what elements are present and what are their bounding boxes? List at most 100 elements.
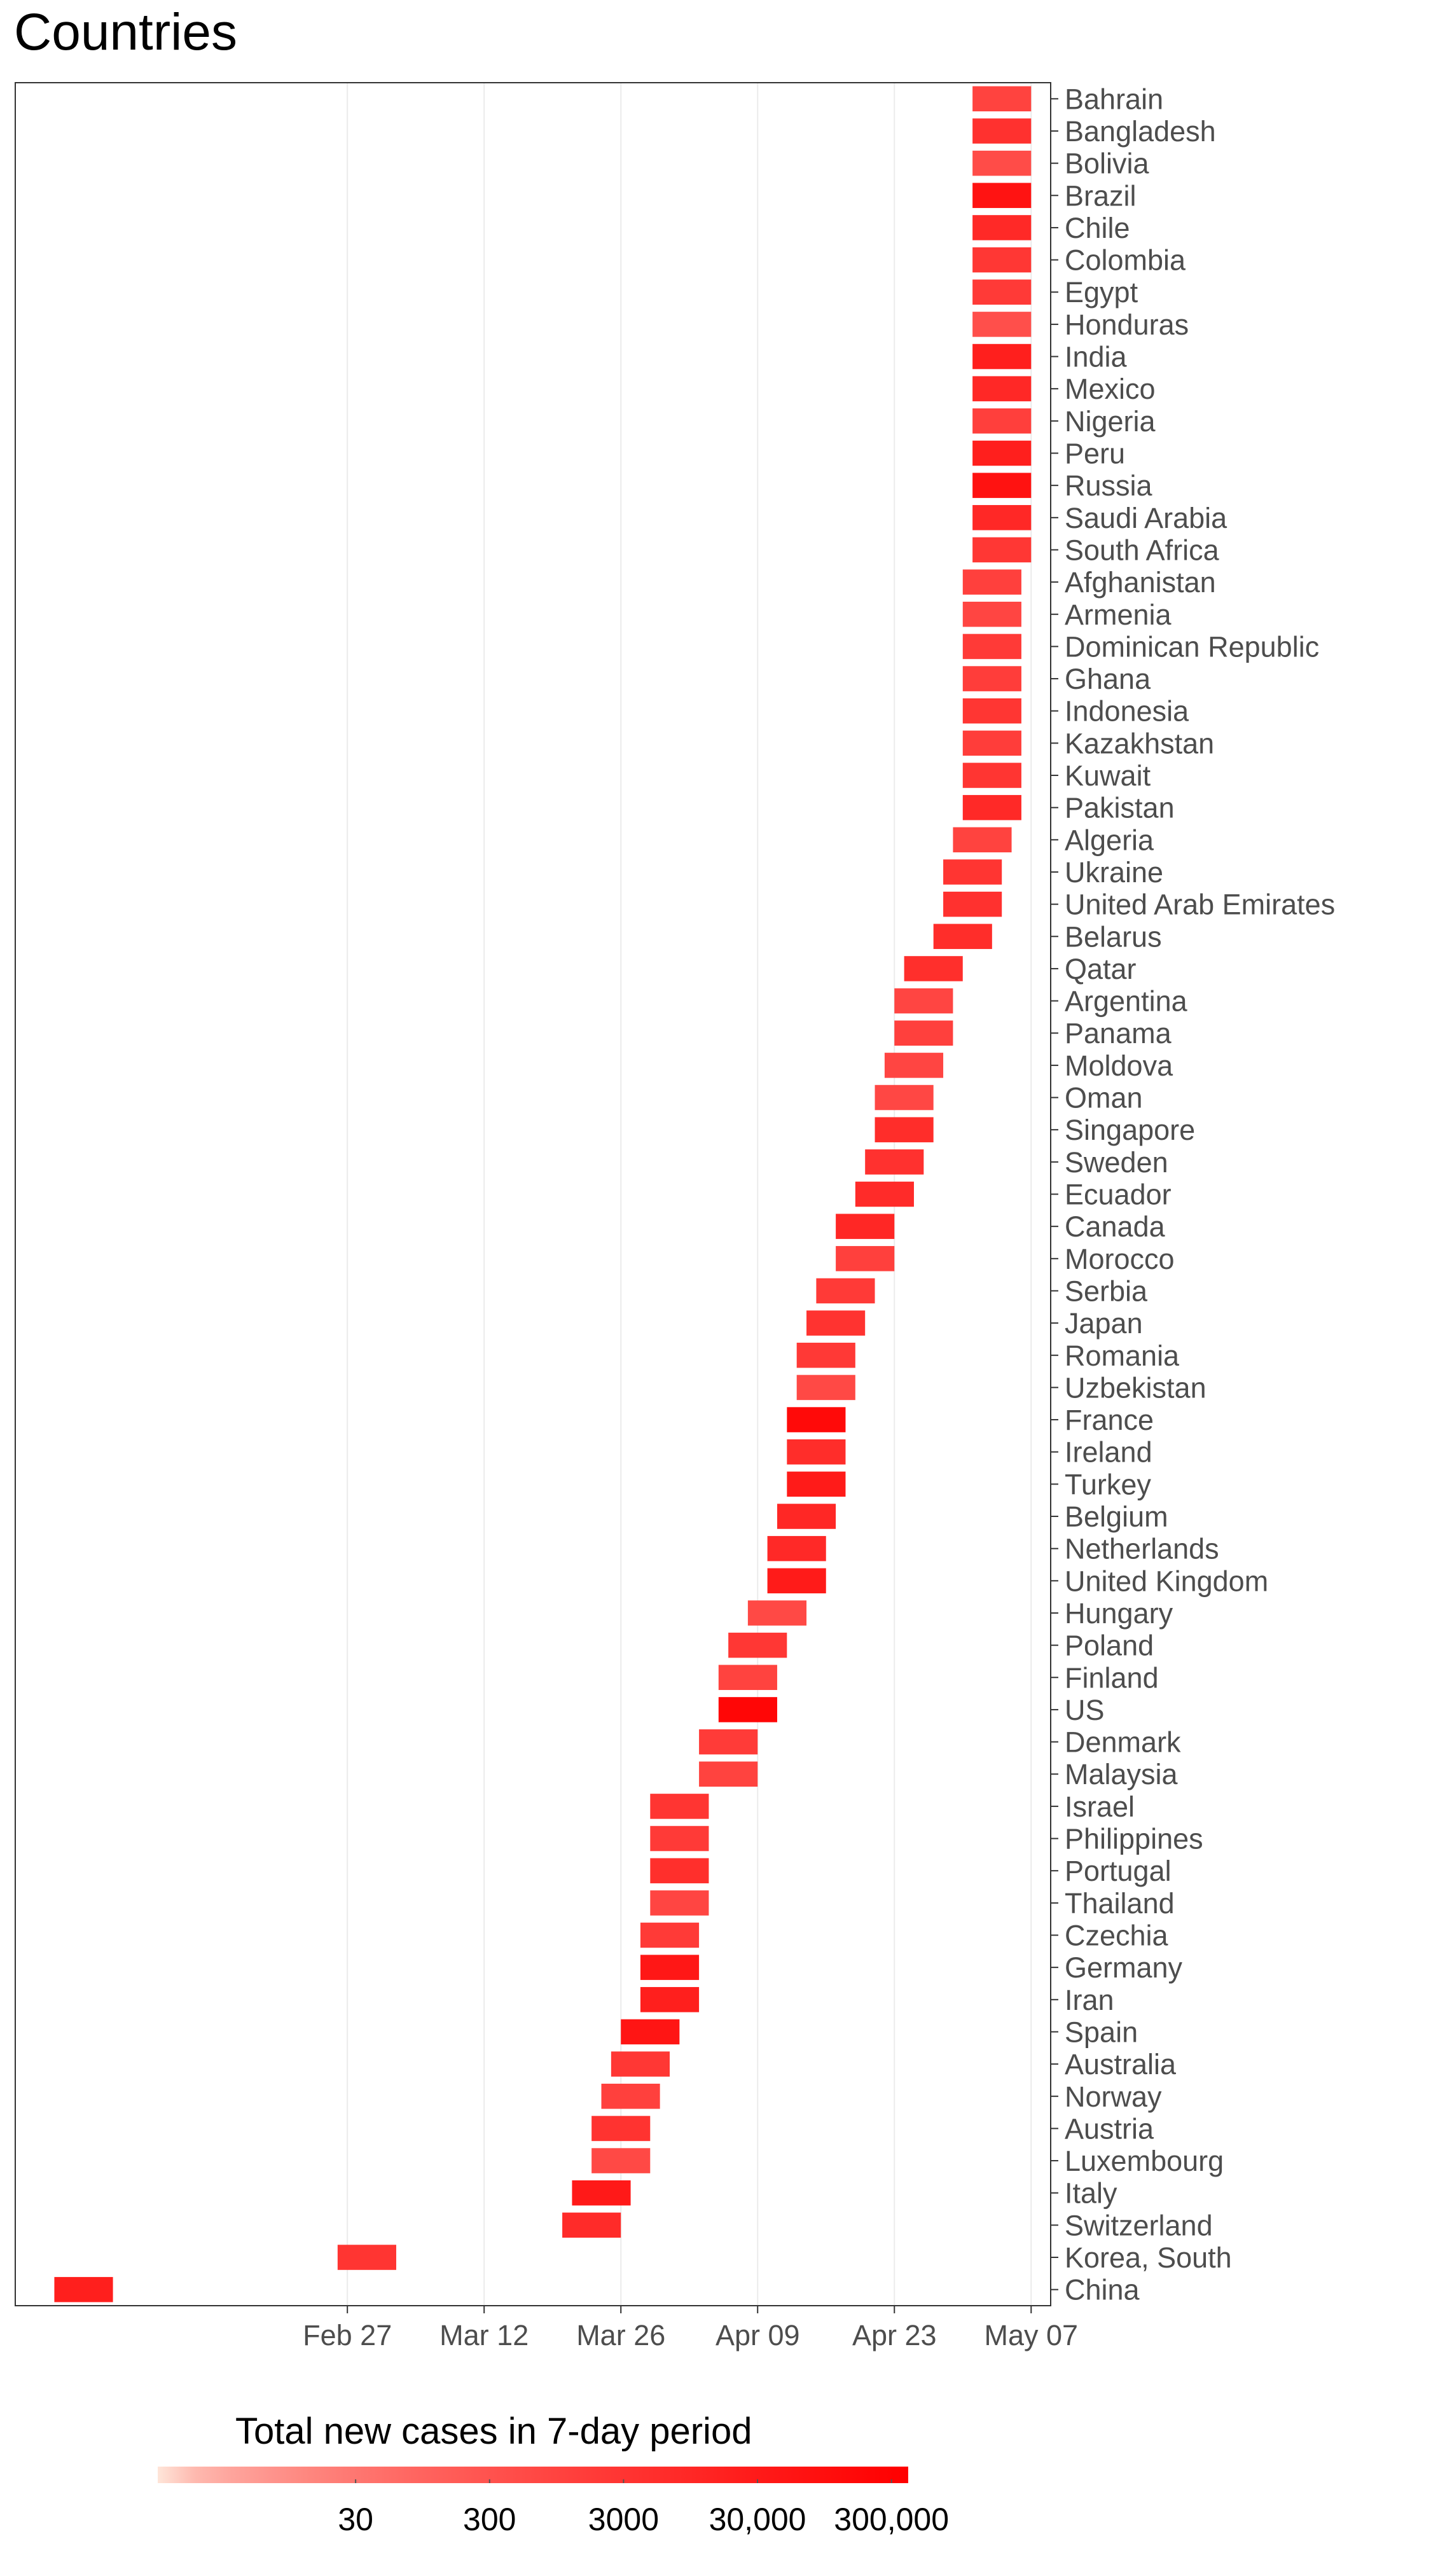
bar-brazil: [972, 183, 1032, 209]
bar-uzbekistan: [796, 1375, 855, 1401]
bar-bahrain: [972, 86, 1032, 112]
y-tick-label: Armenia: [1065, 599, 1172, 631]
x-tick-label: Mar 12: [439, 2319, 529, 2351]
y-tick-label: Dominican Republic: [1065, 630, 1319, 663]
y-tick-label: South Africa: [1065, 534, 1220, 566]
y-tick-label: Hungary: [1065, 1597, 1173, 1630]
y-tick-label: Finland: [1065, 1661, 1159, 1694]
bar-australia: [611, 2051, 670, 2077]
legend-colorbar: [158, 2467, 908, 2483]
bar-thailand: [650, 1890, 709, 1916]
bar-poland: [728, 1632, 787, 1658]
y-tick-label: Japan: [1065, 1307, 1143, 1340]
bar-belarus: [933, 924, 992, 950]
y-tick-label: Mexico: [1065, 373, 1156, 405]
y-tick-label: Portugal: [1065, 1855, 1172, 1887]
y-tick-label: United Kingdom: [1065, 1565, 1268, 1597]
y-tick-label: Poland: [1065, 1630, 1154, 1662]
y-tick-label: Russia: [1065, 469, 1153, 502]
y-tick-label: Kuwait: [1065, 759, 1151, 792]
legend-tick-label: 3000: [588, 2502, 659, 2537]
bar-france: [787, 1407, 846, 1432]
bar-serbia: [816, 1278, 875, 1304]
bar-ecuador: [855, 1181, 914, 1207]
legend-tick-label: 30,000: [709, 2502, 806, 2537]
x-tick-label: Apr 23: [852, 2319, 937, 2351]
chart-title: Countries: [14, 3, 237, 61]
y-tick-label: Algeria: [1065, 824, 1154, 856]
y-tick-label: India: [1065, 341, 1128, 373]
legend-tick-label: 300,000: [834, 2502, 949, 2537]
bar-afghanistan: [962, 569, 1021, 595]
y-tick-label: Luxembourg: [1065, 2145, 1224, 2177]
bar-pakistan: [962, 794, 1021, 821]
bar-mexico: [972, 376, 1032, 401]
y-tick-label: Egypt: [1065, 276, 1138, 308]
y-tick-label: Ecuador: [1065, 1179, 1172, 1211]
bar-saudi-arabia: [972, 505, 1032, 530]
bar-malaysia: [699, 1761, 758, 1787]
y-tick-label: Switzerland: [1065, 2209, 1213, 2241]
y-tick-label: Colombia: [1065, 244, 1186, 277]
bar-iran: [640, 1987, 700, 2012]
bar-hungary: [747, 1600, 807, 1626]
y-tick-label: Thailand: [1065, 1887, 1175, 1920]
y-tick-label: Uzbekistan: [1065, 1371, 1206, 1404]
bar-belgium: [777, 1504, 836, 1529]
bar-netherlands: [767, 1535, 826, 1562]
bar-united-kingdom: [767, 1568, 826, 1594]
y-tick-label: Moldova: [1065, 1049, 1173, 1082]
y-tick-label: Austria: [1065, 2112, 1154, 2145]
y-tick-label: Ukraine: [1065, 856, 1163, 889]
y-tick-label: Serbia: [1065, 1275, 1148, 1307]
bar-qatar: [904, 956, 963, 981]
plot-area: Feb 27 Mar 12 Mar 26 Apr 09 Apr 23 May 07 Bahr…: [15, 82, 1335, 2351]
y-tick-label: Turkey: [1065, 1468, 1151, 1500]
y-tick-label: Singapore: [1065, 1114, 1195, 1146]
y-tick-label: US: [1065, 1694, 1105, 1726]
bar-russia: [972, 473, 1032, 498]
y-tick-label: Denmark: [1065, 1726, 1181, 1759]
bar-argentina: [894, 988, 953, 1014]
bar-nigeria: [972, 408, 1032, 434]
y-tick-label: Korea, South: [1065, 2241, 1232, 2274]
y-tick-label: Argentina: [1065, 985, 1188, 1018]
bar-japan: [806, 1310, 866, 1336]
y-tick-label: Saudi Arabia: [1065, 502, 1227, 534]
x-tick-label: Feb 27: [303, 2319, 392, 2351]
y-tick-label: Sweden: [1065, 1146, 1168, 1179]
y-tick-label: Italy: [1065, 2177, 1117, 2210]
bar-oman: [874, 1084, 934, 1111]
bar-italy: [572, 2180, 631, 2206]
bar-finland: [718, 1665, 777, 1691]
y-tick-label: Bahrain: [1065, 83, 1163, 115]
bar-denmark: [699, 1729, 758, 1755]
y-tick-label: Israel: [1065, 1790, 1135, 1823]
bar-romania: [796, 1343, 855, 1368]
color-legend: Total new cases in 7-day period 30 300 300…: [158, 2411, 949, 2537]
bar-morocco: [836, 1246, 895, 1271]
y-tick-label: Pakistan: [1065, 792, 1175, 824]
y-tick-label: Oman: [1065, 1082, 1143, 1114]
y-tick-label: Peru: [1065, 438, 1125, 470]
y-tick-label: Netherlands: [1065, 1533, 1219, 1565]
bar-kuwait: [962, 763, 1021, 788]
bar-south-africa: [972, 537, 1032, 563]
bar-philippines: [650, 1825, 709, 1852]
bar-ireland: [787, 1439, 846, 1465]
bar-ghana: [962, 666, 1021, 691]
bar-peru: [972, 440, 1032, 466]
bar-egypt: [972, 279, 1032, 305]
y-tick-label: Honduras: [1065, 308, 1189, 341]
y-tick-label: Ireland: [1065, 1436, 1152, 1469]
bar-chile: [972, 215, 1032, 240]
y-tick-label: Kazakhstan: [1065, 727, 1214, 759]
bar-portugal: [650, 1858, 709, 1883]
y-tick-label: France: [1065, 1404, 1154, 1436]
bar-austria: [591, 2116, 651, 2142]
bar-india: [972, 343, 1032, 370]
bar-ukraine: [943, 859, 1002, 885]
bar-algeria: [953, 827, 1012, 853]
y-tick-label: Romania: [1065, 1340, 1180, 1372]
